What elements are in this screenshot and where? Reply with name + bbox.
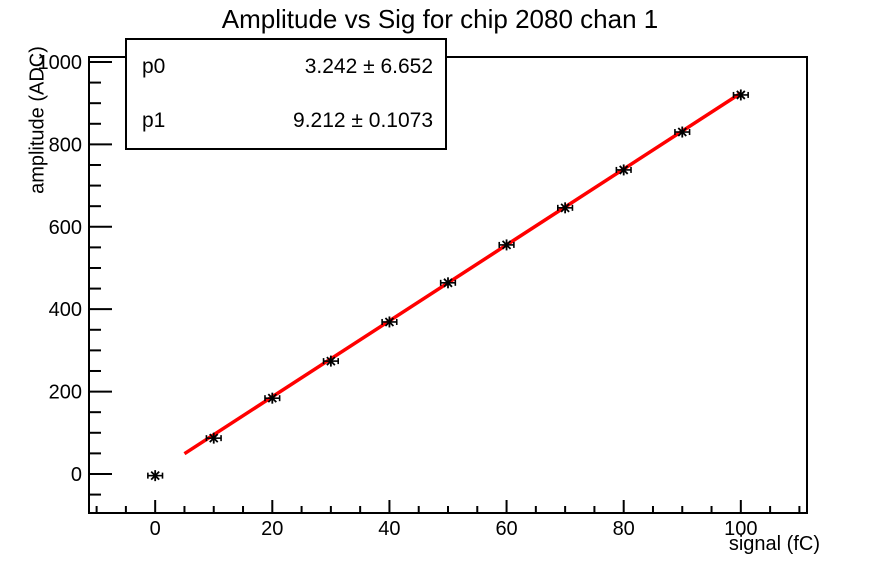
data-point [615, 164, 632, 176]
x-tick-label: 60 [495, 518, 517, 540]
data-point [147, 470, 164, 482]
x-tick-label: 100 [724, 518, 757, 540]
x-tick-label: 0 [150, 518, 161, 540]
data-point [381, 316, 398, 328]
star-marker-diag2 [326, 356, 336, 366]
star-marker-diag2 [150, 470, 160, 481]
chart-title: Amplitude vs Sig for chip 2080 chan 1 [221, 4, 659, 34]
stats-row-p1: p1 9.212 ± 0.1073 [127, 109, 445, 133]
y-tick-label: 400 [49, 299, 82, 321]
y-tick-label: 0 [71, 464, 82, 486]
stat-param-name: p0 [142, 55, 166, 78]
stats-row-p0: p0 3.242 ± 6.652 [127, 55, 445, 79]
x-tick-label: 80 [613, 518, 635, 540]
data-point [205, 432, 222, 444]
star-marker-diag2 [443, 278, 453, 288]
x-axis-title: signal (fC) [728, 533, 820, 555]
data-point [264, 392, 281, 404]
star-marker-diag2 [736, 90, 746, 100]
y-tick-label: 200 [49, 382, 82, 404]
star-marker-diag2 [209, 433, 219, 443]
data-point [439, 277, 457, 289]
y-axis-title: amplitude (ADC) [26, 46, 49, 194]
x-tick-label: 20 [261, 518, 283, 540]
stat-param-value: 9.212 ± 0.1073 [293, 109, 433, 132]
x-tick-label: 40 [378, 518, 400, 540]
star-marker-diag2 [677, 127, 687, 137]
fit-line [183, 91, 742, 456]
fit-stats-box: p0 3.242 ± 6.652 p1 9.212 ± 0.1073 [125, 38, 447, 150]
y-tick-label: 800 [49, 134, 82, 156]
star-marker-diag2 [560, 203, 570, 213]
stat-param-value: 3.242 ± 6.652 [304, 55, 433, 78]
star-marker-diag2 [384, 317, 395, 327]
y-tick-label: 600 [49, 217, 82, 239]
data-point [322, 355, 339, 367]
data-point [732, 89, 749, 101]
star-marker-diag2 [619, 165, 629, 175]
star-marker-diag2 [501, 240, 512, 250]
y-tick-label: 1000 [38, 52, 83, 74]
stat-param-name: p1 [142, 109, 166, 132]
data-point [498, 239, 515, 251]
star-marker-diag2 [267, 393, 277, 403]
data-point [557, 202, 574, 214]
data-point [674, 126, 691, 138]
